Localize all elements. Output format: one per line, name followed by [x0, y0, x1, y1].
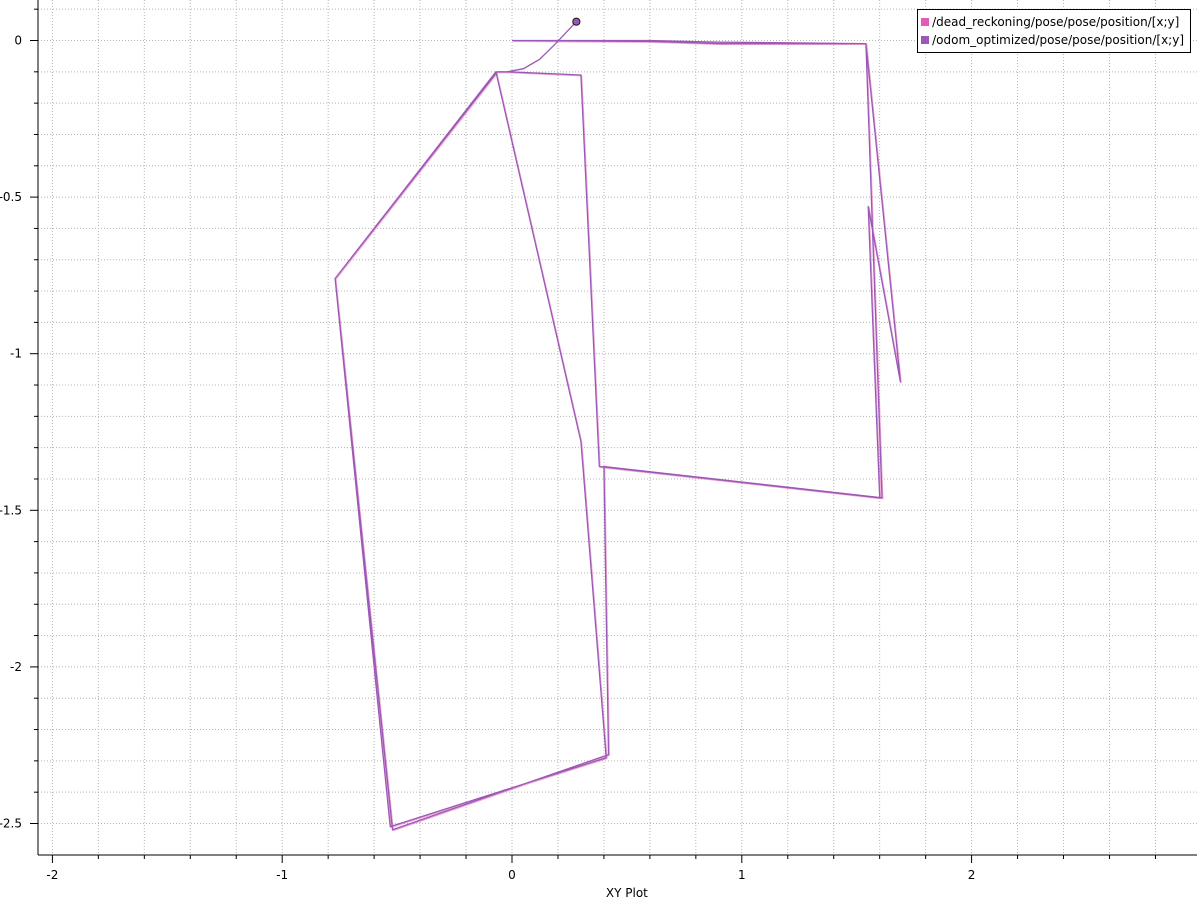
- y-tick-label: -2.5: [0, 817, 22, 831]
- axes: -2 -1 0 1 2 0 -0.5 -1 -1.5 -2 -2.5: [0, 0, 1197, 882]
- legend-label-dead-reckoning: /dead_reckoning/pose/pose/position/[x;y]: [932, 15, 1180, 29]
- y-tick-label: -2: [10, 660, 22, 674]
- grid-lines: [38, 0, 1197, 855]
- legend-entry-dead-reckoning[interactable]: /dead_reckoning/pose/pose/position/[x;y]: [921, 13, 1184, 31]
- marker-layer: [572, 17, 581, 26]
- series-layer: [334, 21, 902, 832]
- series-line-dead-reckoning: [335, 40, 902, 832]
- y-tick-label: 0: [14, 34, 22, 48]
- legend-swatch-odom-optimized: [921, 36, 930, 44]
- y-tick-label: -1.5: [0, 503, 22, 517]
- legend: /dead_reckoning/pose/pose/position/[x;y]…: [917, 9, 1191, 53]
- x-tick-label: -1: [276, 868, 288, 882]
- x-tick-label: 1: [738, 868, 746, 882]
- x-tick-label: 0: [508, 868, 516, 882]
- y-tick-label: -0.5: [0, 190, 22, 204]
- x-tick-label: 2: [968, 868, 976, 882]
- x-tick-label: -2: [46, 868, 58, 882]
- series-line-odom-optimized: [334, 39, 902, 831]
- current-position-marker: [572, 17, 581, 26]
- legend-swatch-dead-reckoning: [921, 18, 930, 26]
- legend-label-odom-optimized: /odom_optimized/pose/pose/position/[x;y]: [932, 33, 1184, 47]
- series-arc-odom-optimized: [507, 21, 577, 73]
- x-axis-title: XY Plot: [606, 886, 648, 900]
- y-tick-label: -1: [10, 347, 22, 361]
- legend-entry-odom-optimized[interactable]: /odom_optimized/pose/pose/position/[x;y]: [921, 31, 1184, 49]
